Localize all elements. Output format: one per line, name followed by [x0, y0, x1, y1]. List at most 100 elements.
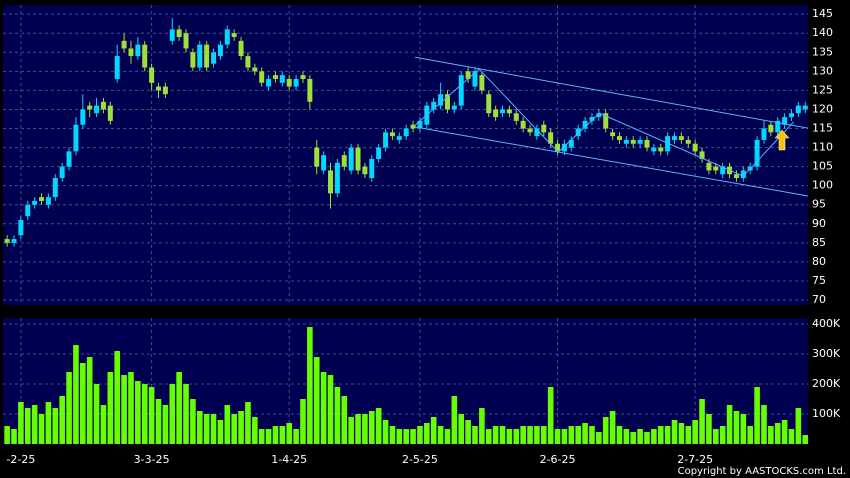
candle-body [740, 170, 746, 179]
candle-body [25, 204, 31, 217]
y-tick-label: 200K [812, 377, 841, 390]
candle-body [733, 174, 739, 179]
candle-body [362, 166, 368, 175]
volume-bar [396, 429, 403, 444]
volume-bar [24, 408, 31, 444]
candle-body [334, 162, 340, 194]
volume-bar [162, 405, 169, 444]
candle-body [665, 136, 671, 152]
volume-bar [389, 426, 396, 444]
volume-bar [334, 387, 341, 444]
x-tick-label: 1-4-25 [271, 453, 307, 466]
candle-body [438, 94, 444, 106]
volume-bar [623, 429, 630, 444]
candle-body [121, 40, 127, 49]
candle-body [355, 147, 361, 171]
volume-bar [520, 426, 526, 444]
y-tick-label: 90 [812, 217, 826, 230]
volume-bar [547, 387, 554, 444]
candle-body [589, 117, 595, 121]
volume-bar [671, 420, 678, 444]
candle-body [795, 105, 801, 114]
volume-bar [121, 375, 127, 444]
volume-bar [430, 417, 437, 444]
volume-bar [252, 417, 258, 444]
candle-body [451, 105, 457, 110]
volume-bar [561, 429, 568, 444]
volume-bar [754, 387, 760, 444]
signal-arrow [774, 129, 790, 151]
volume-bar [733, 411, 740, 444]
volume-bar [293, 429, 299, 444]
candle-body [720, 166, 726, 175]
candle-body [575, 128, 581, 137]
candle-body [272, 75, 278, 79]
volume-bar [265, 429, 272, 444]
candle-body [11, 239, 17, 243]
candle-body [348, 147, 354, 171]
y-tick-label: 140 [812, 26, 833, 39]
volume-bar [637, 429, 643, 444]
candle-body [444, 94, 450, 110]
volume-bar [582, 423, 588, 444]
x-tick-label: -2-25 [6, 453, 35, 466]
volume-bar [100, 405, 107, 444]
volume-bar [217, 420, 224, 444]
candle-body [713, 166, 719, 171]
candle-body [417, 120, 423, 129]
candle-body [307, 78, 313, 102]
volume-bar [761, 405, 767, 444]
volume-bar [300, 399, 306, 444]
volume-bar [107, 372, 114, 444]
candle-body [493, 109, 499, 118]
volume-bar [128, 372, 134, 444]
candle-body [321, 155, 327, 171]
x-tick-label: 2-7-25 [677, 453, 713, 466]
volume-bar [135, 381, 141, 444]
candle-body [486, 94, 492, 114]
x-tick-label: 2-5-25 [402, 453, 438, 466]
volume-bar [272, 426, 279, 444]
candle-body [541, 124, 547, 133]
volume-bar [307, 327, 313, 444]
volume-bar [437, 426, 444, 444]
volume-bar [327, 375, 334, 444]
candle-body [527, 128, 533, 133]
candle-body [383, 132, 389, 148]
trendline [415, 126, 809, 197]
candle-body [59, 166, 65, 179]
candle-body [231, 33, 237, 38]
y-tick-label: 75 [812, 274, 826, 287]
candle-body [286, 78, 292, 87]
candle-body [211, 52, 217, 64]
candle-body [582, 120, 588, 129]
volume-bar [258, 429, 265, 444]
y-tick-label: 95 [812, 198, 826, 211]
candle-body [458, 75, 464, 106]
volume-bar [589, 426, 595, 444]
y-tick-label: 130 [812, 64, 833, 77]
volume-bar [472, 426, 478, 444]
candle-body [94, 105, 100, 114]
volume-bar [73, 345, 79, 444]
candle-body [754, 139, 760, 167]
candle-body [155, 86, 161, 91]
candle-body [596, 113, 602, 118]
volume-bar [31, 405, 38, 444]
candle-body [699, 151, 705, 160]
volume-bar [568, 426, 575, 444]
volume-bar [795, 408, 802, 444]
candle-body [259, 71, 265, 83]
volume-bar [719, 426, 726, 444]
y-tick-label: 135 [812, 45, 833, 58]
volume-bar [45, 402, 52, 444]
y-tick-label: 110 [812, 141, 833, 154]
candle-body [396, 136, 402, 140]
candle-body [568, 139, 574, 148]
candle-body [775, 120, 781, 133]
candle-body [341, 155, 347, 167]
candle-body [135, 44, 141, 57]
trendline [415, 56, 809, 129]
volume-bar [38, 414, 45, 444]
